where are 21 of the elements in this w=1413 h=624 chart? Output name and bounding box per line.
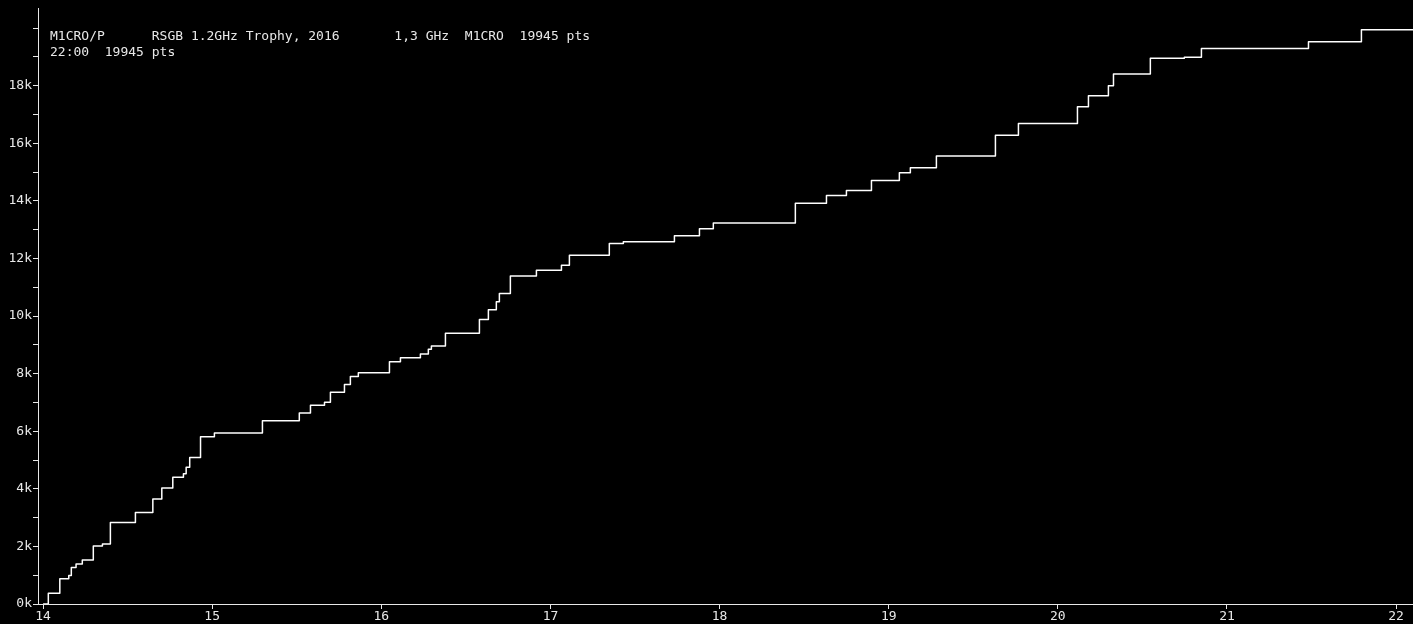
x-tick-label: 17 (542, 608, 559, 624)
x-tick-label: 21 (1219, 608, 1235, 624)
x-tick-label: 15 (204, 608, 221, 624)
y-tick-label: 16k (8, 134, 33, 150)
x-tick-label: 22 (1388, 608, 1404, 624)
y-tick-label: 6k (16, 422, 33, 438)
text: M1CRO/P RSGB 1.2GHz Trophy, 2016 1,3 GHz M1CRO 19945 pts (50, 27, 591, 43)
x-tick-label: 19 (880, 608, 897, 624)
x-tick-label: 16 (373, 608, 390, 624)
y-tick-label: 18k (8, 77, 33, 93)
text: 22:00 19945 pts (50, 43, 176, 59)
x-tick-label: 18 (711, 608, 728, 624)
y-tick-label: 12k (8, 249, 33, 265)
y-tick-label: 2k (16, 537, 33, 553)
y-tick-label: 14k (8, 192, 33, 208)
x-tick-label: 14 (35, 608, 52, 624)
x-tick-label: 20 (1050, 608, 1066, 624)
y-tick-label: 4k (16, 480, 33, 496)
y-tick-label: 10k (8, 307, 33, 323)
y-tick-label: 0k (16, 595, 33, 611)
y-tick-label: 8k (16, 365, 33, 381)
